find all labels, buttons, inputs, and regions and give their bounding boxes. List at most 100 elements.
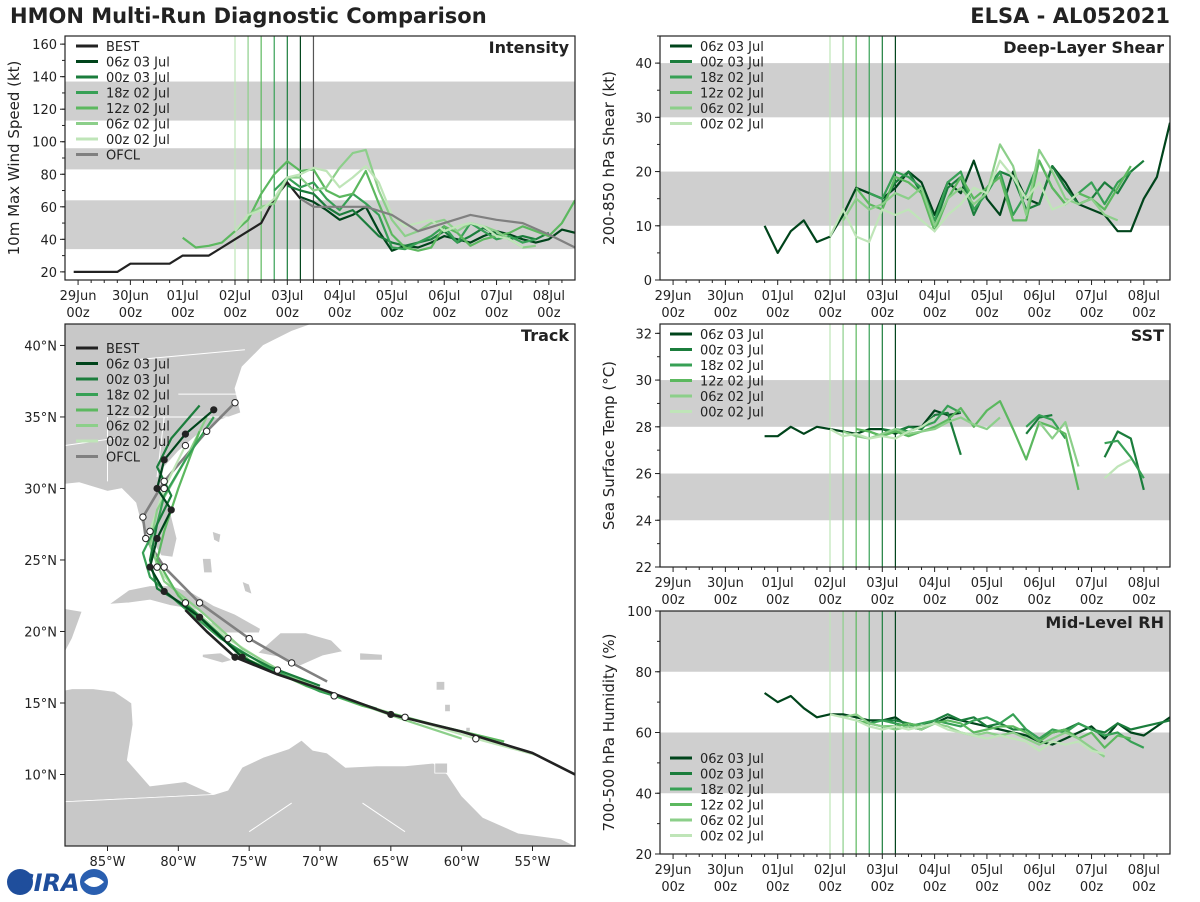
rh-xtick-hour: 00z (975, 880, 999, 895)
rh-legend-label-4: 06z 02 Jul (700, 814, 764, 829)
sst-xtick-day: 03Jul (866, 576, 898, 591)
intensity-legend-label-5: 06z 02 Jul (106, 118, 170, 133)
rh-xtick-hour: 00z (1028, 880, 1052, 895)
track-marker-open (273, 666, 282, 674)
shear-xtick-hour: 00z (923, 306, 947, 321)
sst-xtick-day: 04Jul (918, 576, 950, 591)
intensity-band-2 (65, 81, 575, 121)
shear-xtick-hour: 00z (714, 306, 738, 321)
track-marker-open (195, 599, 204, 607)
track-marker-open (181, 441, 190, 450)
intensity-xtick-hour: 00z (328, 306, 352, 321)
sst-band-1 (660, 380, 1170, 427)
track-legend-label-4: 12z 02 Jul (106, 404, 170, 419)
intensity-xtick-hour: 00z (223, 306, 247, 321)
land-cuba (107, 585, 261, 634)
intensity-legend-label-3: 18z 02 Jul (106, 87, 170, 102)
intensity-xtick-day: 07Jul (480, 289, 512, 304)
intensity-band-1 (65, 148, 575, 170)
intensity-ytick-label: 120 (32, 103, 57, 118)
sst-ytick-label: 32 (635, 327, 652, 342)
rh-xtick-hour: 00z (714, 880, 738, 895)
rh-xtick-day: 29Jun (655, 863, 692, 878)
intensity-xtick-day: 04Jul (323, 289, 355, 304)
shear-legend-label-1: 00z 03 Jul (700, 56, 764, 71)
sst-xtick-hour: 00z (661, 593, 685, 608)
shear-ytick-label: 0 (644, 274, 652, 289)
track-legend-label-2: 00z 03 Jul (106, 373, 170, 388)
intensity-legend-label-0: BEST (106, 40, 139, 55)
shear-frame (659, 35, 1171, 281)
track-ytick-label: 25°N (24, 554, 57, 569)
sst-legend-label-3: 12z 02 Jul (700, 375, 764, 390)
border-line-7 (362, 802, 406, 833)
shear-legend-label-3: 12z 02 Jul (700, 87, 764, 102)
sst-xtick-day: 01Jul (762, 576, 794, 591)
track-marker-open (181, 599, 190, 607)
rh-series-12z-02-jul (855, 719, 1132, 749)
land-andros (201, 558, 213, 574)
shear-ytick-label: 10 (635, 220, 652, 235)
cira-logo-mark: CIRA (7, 869, 108, 897)
sst-xtick-day: 06Jul (1023, 576, 1055, 591)
intensity-xtick-day: 02Jul (219, 289, 251, 304)
track-legend-label-5: 06z 02 Jul (106, 420, 170, 435)
track-marker-filled (146, 563, 154, 571)
track-legend-label-0: BEST (106, 342, 139, 357)
shear-band-1 (660, 63, 1170, 118)
shear-ytick-label: 40 (635, 57, 652, 72)
sst-xtick-hour: 00z (714, 593, 738, 608)
rh-legend-label-3: 12z 02 Jul (700, 799, 764, 814)
track-ytick-label: 35°N (24, 411, 57, 426)
sst-ytick-label: 24 (635, 514, 652, 529)
track-best (184, 609, 575, 776)
sst-plot-area (764, 324, 1145, 567)
rh-legend-label-5: 00z 02 Jul (700, 830, 764, 845)
intensity-xtick-day: 08Jul (533, 289, 565, 304)
sst-panel-title: SST (1131, 326, 1164, 345)
rh-xtick-day: 03Jul (866, 863, 898, 878)
rh-ytick-label: 100 (627, 605, 652, 620)
land-jamaica (202, 652, 234, 664)
sst-ylabel: Sea Surface Temp (°C) (600, 361, 618, 530)
sst-ytick-label: 30 (635, 374, 652, 389)
track-xtick-label: 55°W (515, 855, 551, 870)
track-xtick-label: 65°W (373, 855, 409, 870)
shear-xtick-day: 07Jul (1075, 289, 1107, 304)
rh-panel-title: Mid-Level RH (1045, 613, 1164, 632)
shear-xtick-hour: 00z (1080, 306, 1104, 321)
sst-series-06z-03-jul (764, 409, 961, 438)
track-xtick-label: 75°W (231, 855, 267, 870)
rh-xtick-day: 07Jul (1075, 863, 1107, 878)
land-bahamas-south (241, 580, 253, 595)
border-line-6 (248, 802, 292, 833)
track-marker-open (287, 659, 296, 667)
shear-xtick-day: 30Jun (707, 289, 744, 304)
rh-legend-label-1: 00z 03 Jul (700, 768, 764, 783)
intensity-series-06z-02-jul (247, 148, 536, 249)
intensity-legend-label-1: 06z 03 Jul (106, 56, 170, 71)
rh-xtick-hour: 00z (766, 880, 790, 895)
intensity-xtick-hour: 00z (380, 306, 404, 321)
intensity-legend-label-6: 00z 02 Jul (106, 133, 170, 148)
logo-text: CIRA (16, 869, 80, 897)
rh-series-00z-02-jul (829, 713, 1105, 755)
track-marker-open (160, 563, 168, 571)
rh-xtick-hour: 00z (923, 880, 947, 895)
sst-series-12z-02-jul (856, 400, 1080, 491)
sst-xtick-day: 08Jul (1128, 576, 1160, 591)
track-xtick-label: 70°W (302, 855, 338, 870)
sst-xtick-hour: 00z (1080, 593, 1104, 608)
intensity-xtick-hour: 00z (171, 306, 195, 321)
track-marker-filled (195, 613, 204, 621)
intensity-xtick-day: 29Jun (60, 289, 97, 304)
rh-ytick-label: 40 (635, 787, 652, 802)
track-marker-open (202, 427, 211, 435)
rh-xtick-day: 05Jul (971, 863, 1003, 878)
sst-xtick-day: 29Jun (655, 576, 692, 591)
track-marker-open (139, 513, 147, 521)
sst-plot-bg (660, 324, 1170, 567)
intensity-plot-area (73, 36, 575, 280)
track-marker-filled (210, 406, 218, 414)
track-ytick-label: 30°N (24, 482, 57, 497)
